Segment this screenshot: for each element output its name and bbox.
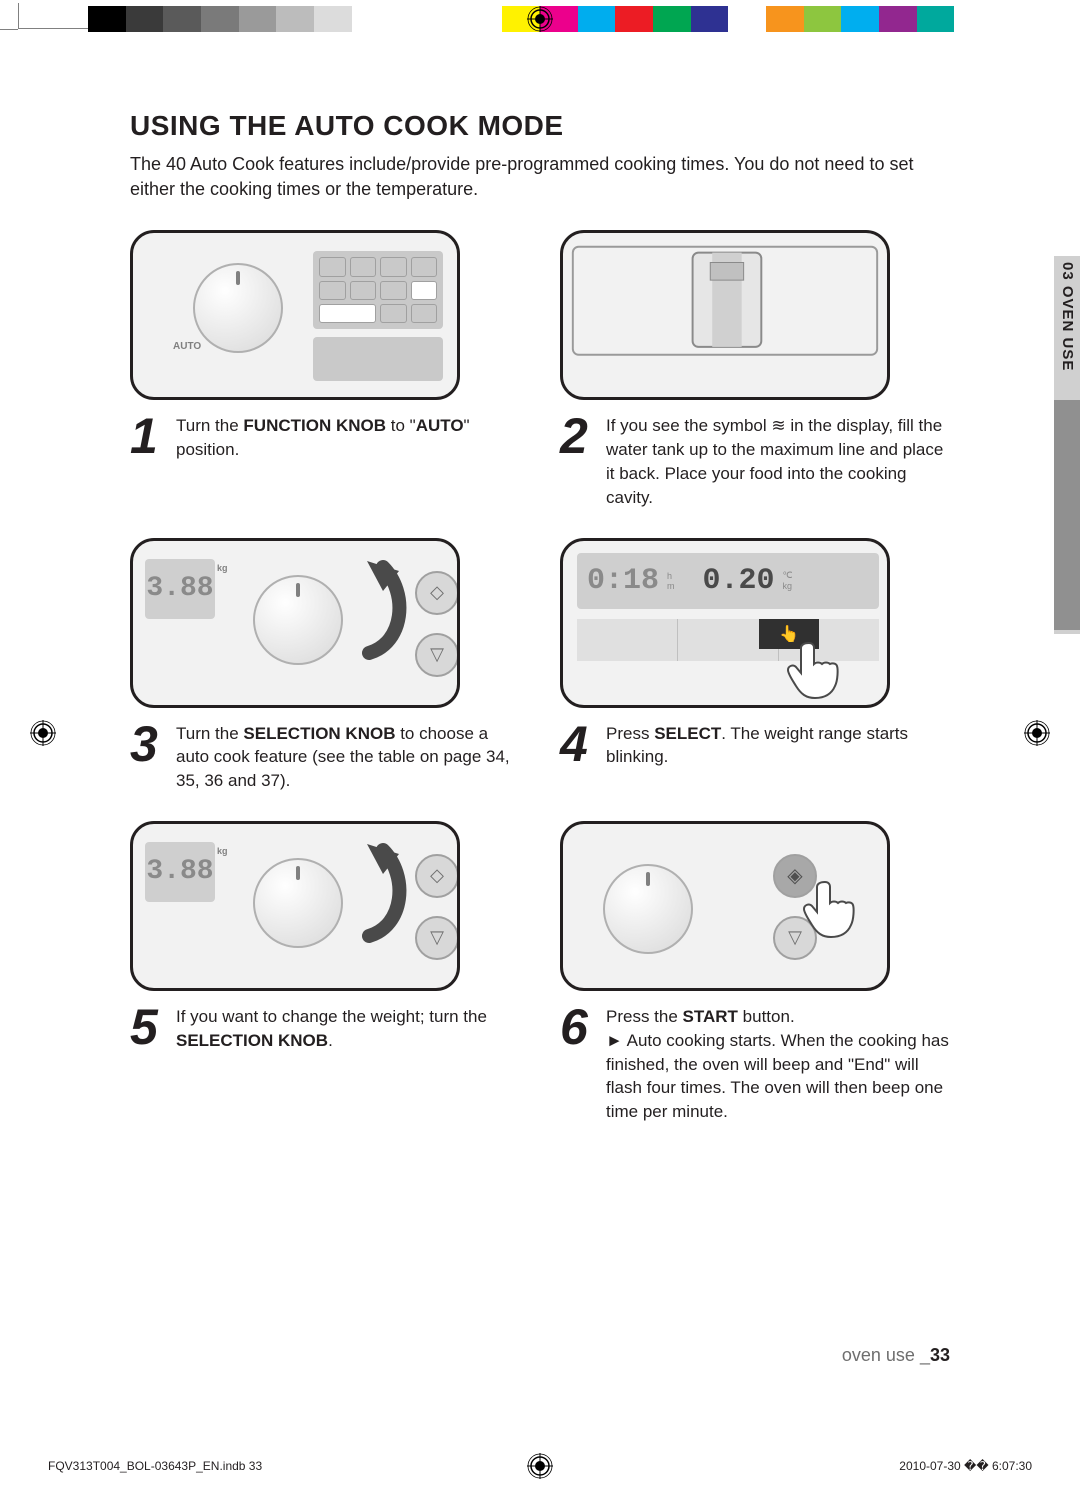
illustration-selection-knob: 3.88 kg ◇ ▽: [130, 538, 460, 708]
print-footer: FQV313T004_BOL-03643P_EN.indb 33 2010-07…: [48, 1459, 1032, 1473]
step-number: 1: [130, 414, 176, 462]
step-4: 0:18 h m 0.20 ℃ kg 👆: [560, 538, 950, 793]
page-title: USING THE AUTO COOK MODE: [130, 110, 950, 142]
step-number: 3: [130, 722, 176, 793]
intro-text: The 40 Auto Cook features include/provid…: [130, 152, 950, 202]
step-text: If you see the symbol ≋ in the display, …: [606, 414, 950, 509]
step-number: 5: [130, 1005, 176, 1053]
registration-mark-right: [1024, 720, 1050, 746]
step-text: Turn the SELECTION KNOB to choose a auto…: [176, 722, 520, 793]
step-text: Press the START button.► Auto cooking st…: [606, 1005, 950, 1124]
step-6: ◈ ▽ 6 Press the START button.► Auto cook…: [560, 821, 950, 1124]
print-footer-date: 2010-07-30 �� 6:07:30: [899, 1459, 1032, 1473]
illustration-select-press: 0:18 h m 0.20 ℃ kg 👆: [560, 538, 890, 708]
registration-mark-left: [30, 720, 56, 746]
illustration-function-knob: AUTO: [130, 230, 460, 400]
print-footer-file: FQV313T004_BOL-03643P_EN.indb 33: [48, 1459, 262, 1473]
registration-mark-top: [527, 6, 553, 32]
step-number: 6: [560, 1005, 606, 1124]
step-text: If you want to change the weight; turn t…: [176, 1005, 520, 1053]
step-grid: AUTO 1 Turn the FUNCTION KNOB to "AUTO" …: [130, 230, 950, 1124]
illustration-change-weight: 3.88 kg ◇ ▽: [130, 821, 460, 991]
hand-icon: [781, 633, 851, 703]
step-5: 3.88 kg ◇ ▽ 5 If you want to change the …: [130, 821, 520, 1124]
crop-mark: [18, 28, 88, 98]
illustration-water-tank: [560, 230, 890, 400]
side-tab-dark: [1054, 400, 1080, 630]
step-text: Press SELECT. The weight range starts bl…: [606, 722, 950, 770]
page-footer: oven use _33: [842, 1345, 950, 1366]
step-number: 4: [560, 722, 606, 770]
step-3: 3.88 kg ◇ ▽ 3 Turn the SELECTION KNOB to…: [130, 538, 520, 793]
step-number: 2: [560, 414, 606, 509]
step-text: Turn the FUNCTION KNOB to "AUTO" positio…: [176, 414, 520, 462]
page-content: USING THE AUTO COOK MODE The 40 Auto Coo…: [130, 110, 950, 1360]
step-2: 2 If you see the symbol ≋ in the display…: [560, 230, 950, 509]
illustration-start-button: ◈ ▽: [560, 821, 890, 991]
step-1: AUTO 1 Turn the FUNCTION KNOB to "AUTO" …: [130, 230, 520, 509]
side-tab-label: 03 OVEN USE: [1059, 262, 1076, 371]
hand-icon: [797, 872, 867, 942]
